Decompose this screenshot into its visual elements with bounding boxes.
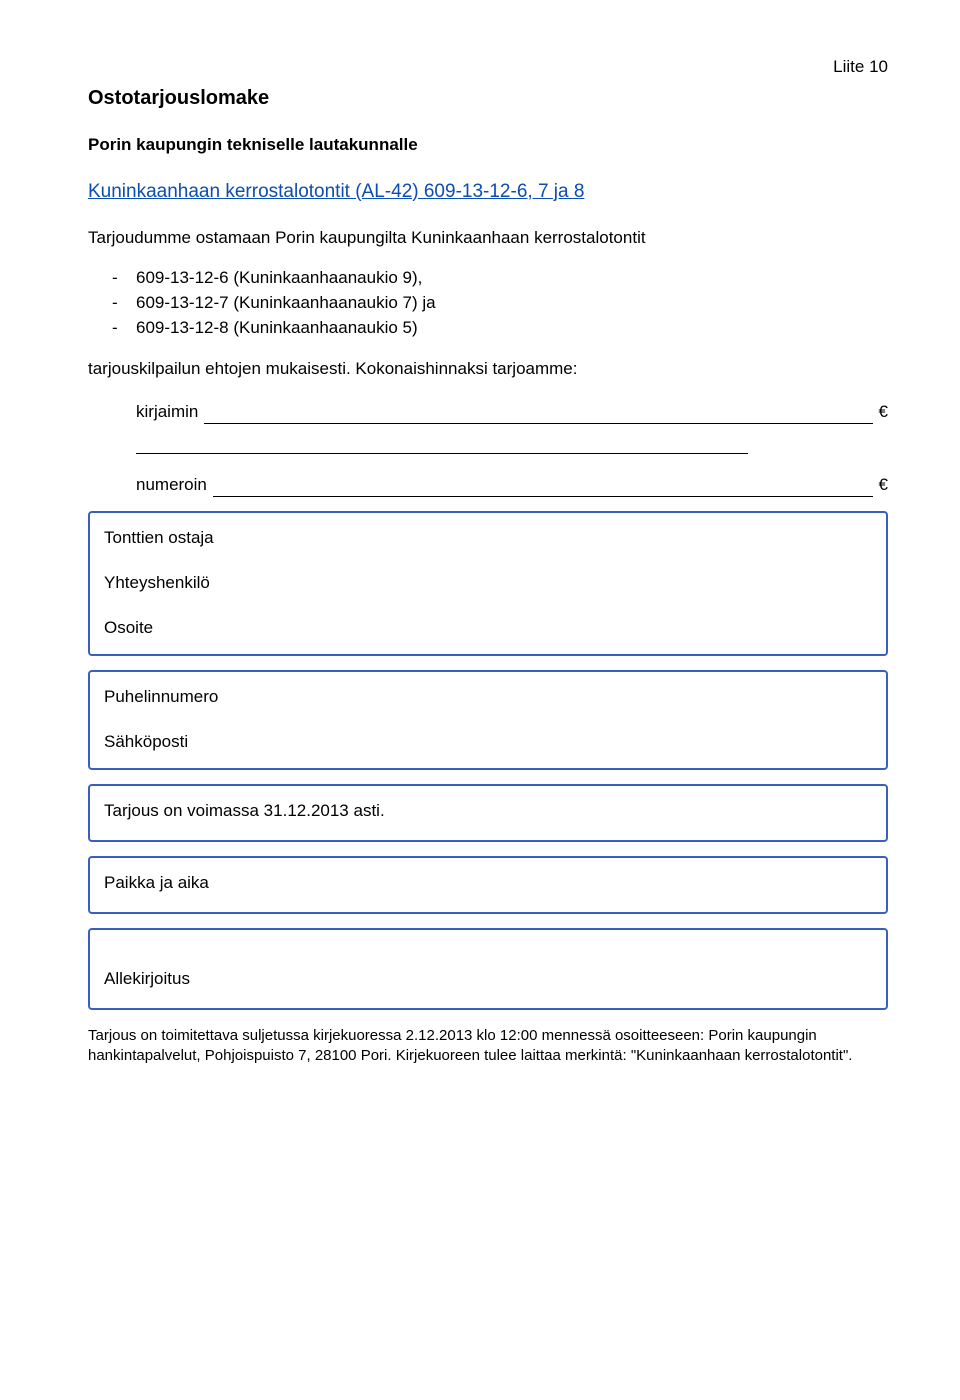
recipient-line: Porin kaupungin tekniselle lautakunnalle bbox=[88, 134, 888, 157]
amount-words-line[interactable] bbox=[204, 407, 872, 424]
email-label: Sähköposti bbox=[104, 731, 872, 754]
buyer-label: Tonttien ostaja bbox=[104, 527, 872, 550]
signature-label: Allekirjoitus bbox=[104, 968, 872, 991]
contact-person-label: Yhteyshenkilö bbox=[104, 572, 872, 595]
signature-box: Allekirjoitus bbox=[88, 928, 888, 1010]
plot-item: 609-13-12-8 (Kuninkaanhaanaukio 5) bbox=[88, 317, 888, 340]
phone-email-box: Puhelinnumero Sähköposti bbox=[88, 670, 888, 770]
euro-symbol: € bbox=[879, 474, 888, 497]
plot-list: 609-13-12-6 (Kuninkaanhaanaukio 9), 609-… bbox=[88, 267, 888, 340]
place-date-box: Paikka ja aika bbox=[88, 856, 888, 914]
address-label: Osoite bbox=[104, 617, 872, 640]
document-title: Ostotarjouslomake bbox=[88, 85, 888, 112]
amount-numbers-line[interactable] bbox=[213, 480, 873, 497]
euro-symbol: € bbox=[879, 401, 888, 424]
phone-label: Puhelinnumero bbox=[104, 686, 872, 709]
validity-text: Tarjous on voimassa 31.12.2013 asti. bbox=[104, 800, 872, 823]
terms-text: tarjouskilpailun ehtojen mukaisesti. Kok… bbox=[88, 358, 888, 381]
amount-words-label: kirjaimin bbox=[136, 401, 198, 424]
attachment-label: Liite 10 bbox=[88, 56, 888, 79]
amount-numbers-label: numeroin bbox=[136, 474, 207, 497]
submission-instructions: Tarjous on toimitettava suljetussa kirje… bbox=[88, 1026, 888, 1067]
plot-item: 609-13-12-7 (Kuninkaanhaanaukio 7) ja bbox=[88, 292, 888, 315]
plot-item: 609-13-12-6 (Kuninkaanhaanaukio 9), bbox=[88, 267, 888, 290]
buyer-contact-box: Tonttien ostaja Yhteyshenkilö Osoite bbox=[88, 511, 888, 656]
amount-words-block: kirjaimin € numeroin € bbox=[88, 401, 888, 497]
place-date-label: Paikka ja aika bbox=[104, 872, 872, 895]
amount-words-continuation[interactable] bbox=[136, 432, 748, 454]
plots-link-heading[interactable]: Kuninkaanhaan kerrostalotontit (AL-42) 6… bbox=[88, 179, 584, 205]
validity-box: Tarjous on voimassa 31.12.2013 asti. bbox=[88, 784, 888, 842]
intro-text: Tarjoudumme ostamaan Porin kaupungilta K… bbox=[88, 227, 888, 250]
